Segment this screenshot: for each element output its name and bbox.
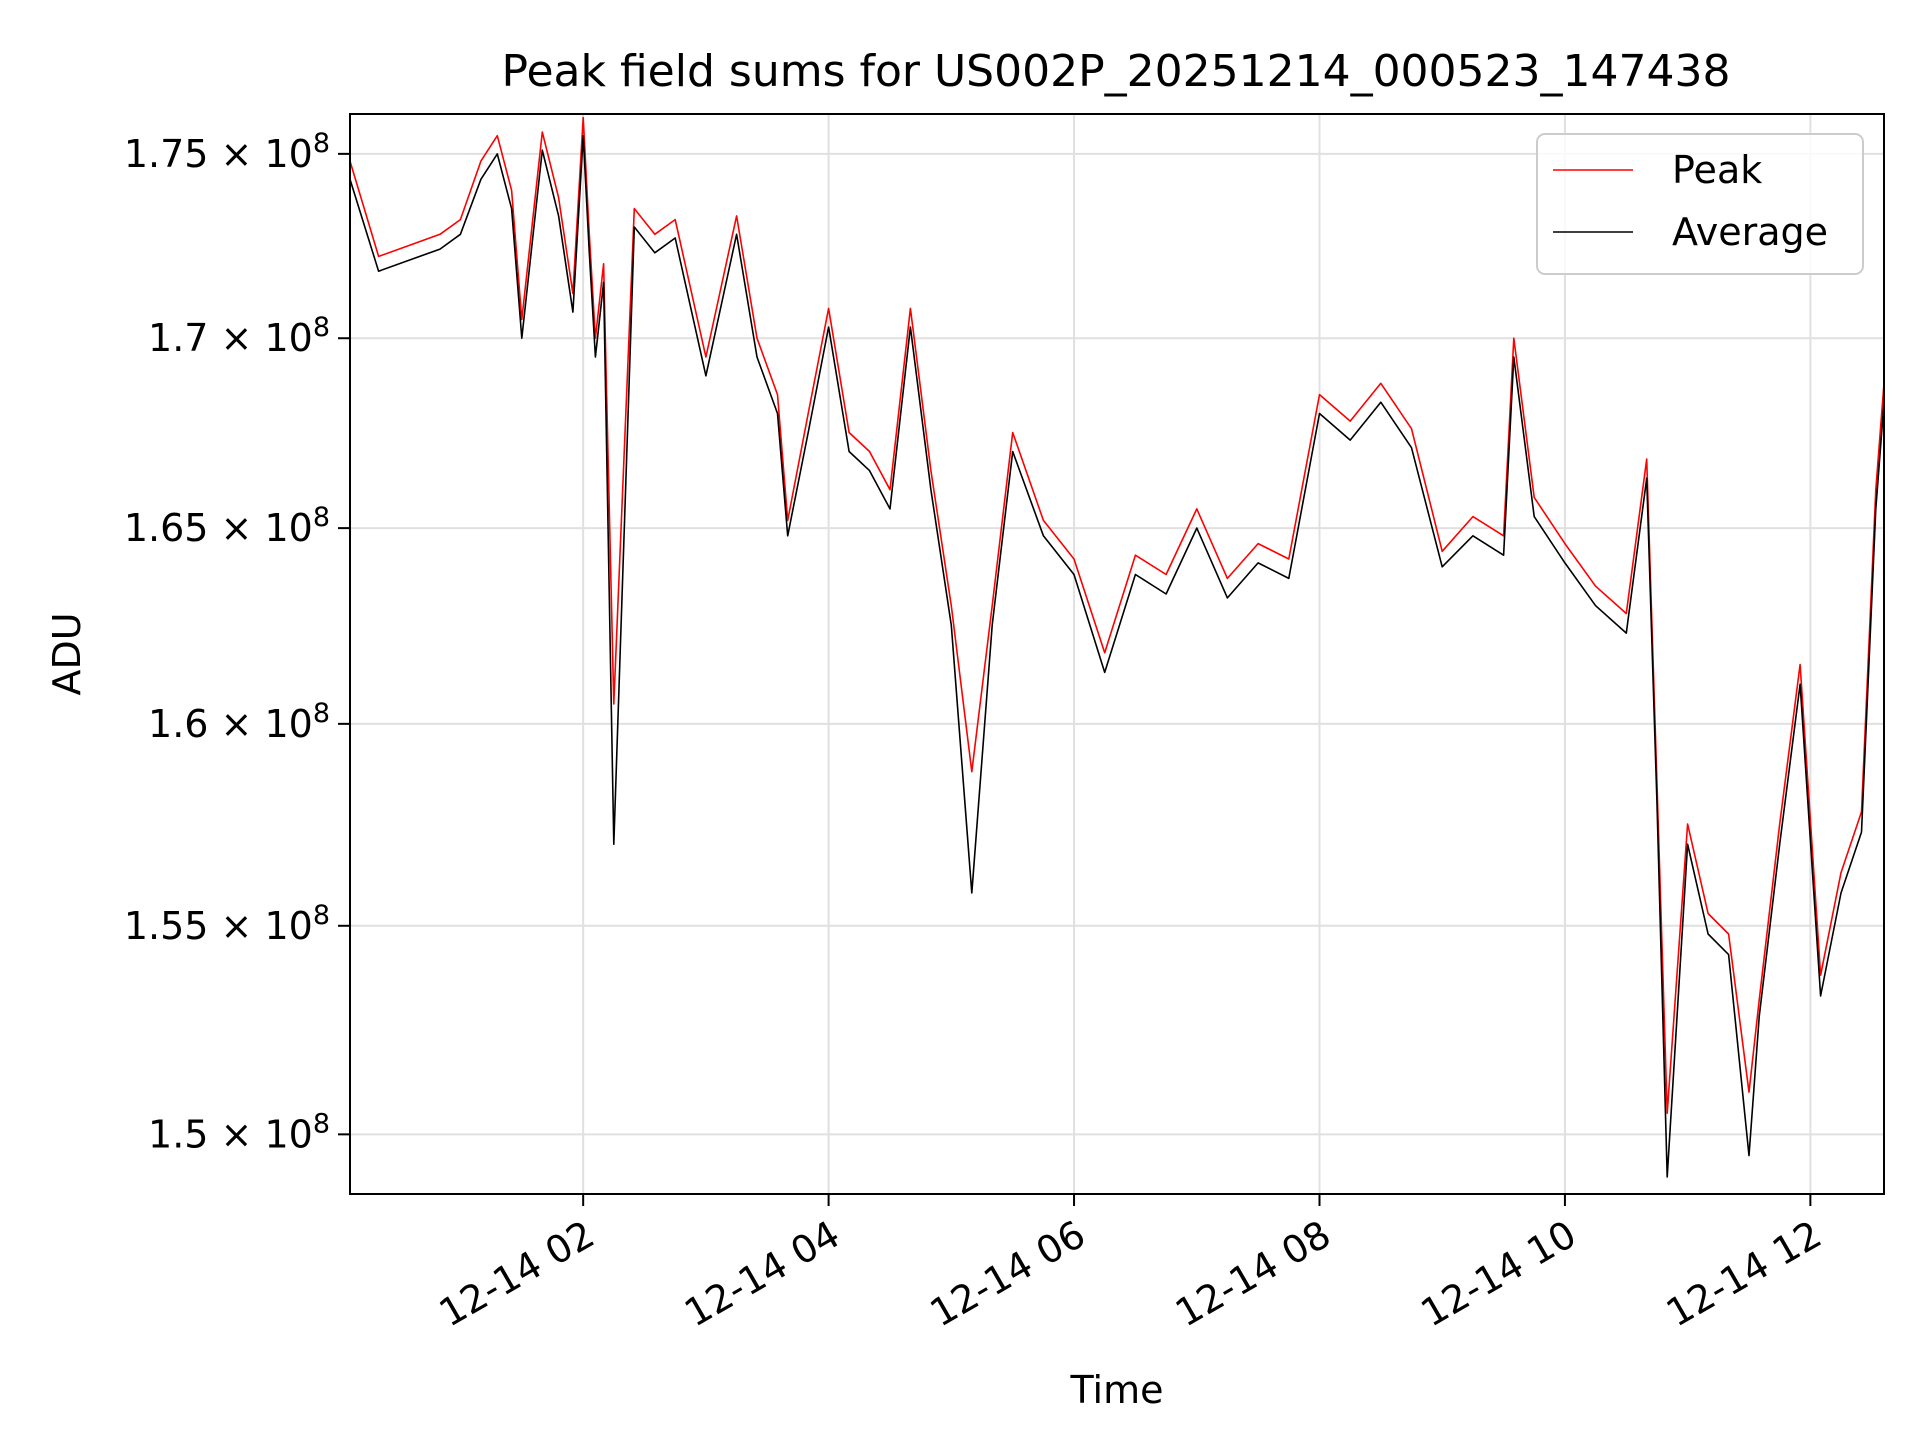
y-tick-label: 1.7 × 108 <box>148 312 330 360</box>
chart-title: Peak field sums for US002P_20251214_0005… <box>502 46 1731 97</box>
y-tick-label: 1.75 × 108 <box>124 128 330 176</box>
y-tick-label: 1.55 × 108 <box>124 900 330 948</box>
legend: Peak Average <box>1536 133 1864 275</box>
series-layer <box>350 116 1884 1178</box>
y-tick-label: 1.5 × 108 <box>148 1108 330 1156</box>
legend-label-average: Average <box>1672 210 1828 254</box>
legend-label-peak: Peak <box>1672 148 1762 192</box>
plot-frame <box>349 113 1885 1195</box>
series-line-peak <box>350 116 1884 1114</box>
grid <box>350 114 1884 1194</box>
legend-box <box>1536 133 1864 275</box>
y-tick-label: 1.65 × 108 <box>124 502 330 550</box>
series-line-average <box>350 134 1884 1178</box>
x-axis-label: Time <box>1070 1368 1164 1412</box>
y-tick-label: 1.6 × 108 <box>148 698 330 746</box>
y-axis-label: ADU <box>45 612 89 695</box>
